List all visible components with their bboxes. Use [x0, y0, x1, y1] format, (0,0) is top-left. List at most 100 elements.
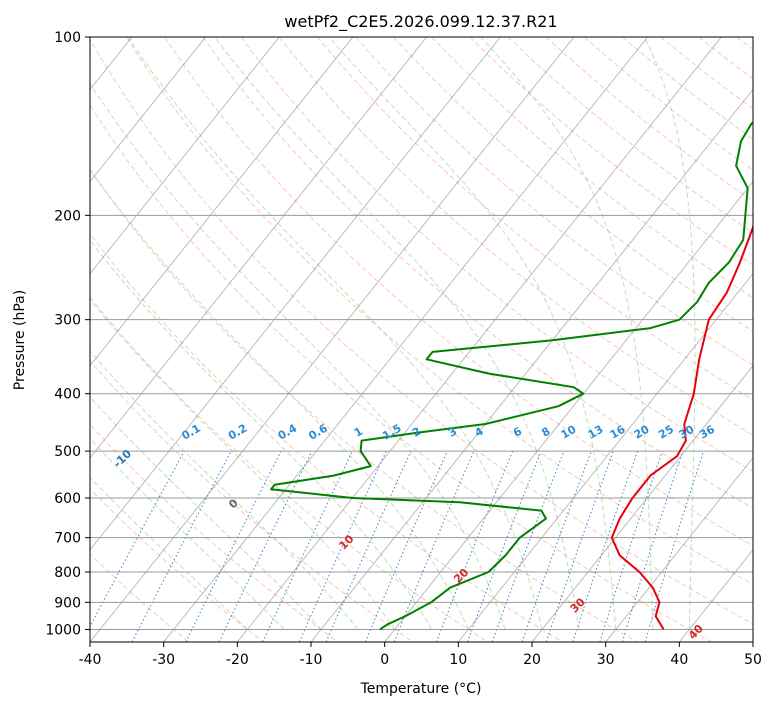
x-tick-label: 40 — [670, 652, 688, 668]
background-lines — [90, 37, 753, 642]
moist-adiabat-line — [480, 37, 653, 630]
mixing-ratio-line — [572, 450, 639, 642]
isopleth-labels: -100-90-80-70-60-50-40-30-20-10010203040… — [111, 421, 717, 642]
isotherm-line — [605, 457, 753, 642]
mixing-ratio-line — [644, 450, 705, 642]
mixing-ratio-line — [393, 450, 475, 642]
y-tick-label: 700 — [54, 531, 81, 547]
y-tick-label: 200 — [54, 208, 81, 224]
mixing-ratio-label: 8 — [539, 425, 552, 440]
moist-adiabat-line — [90, 239, 432, 630]
dry-adiabat-line — [583, 37, 753, 171]
dry-adiabat-line — [469, 37, 753, 266]
mixing-ratio-line — [364, 450, 448, 642]
dry-adiabat-label: 10 — [336, 532, 356, 552]
mixing-ratio-line — [621, 450, 684, 642]
dry-adiabat-line — [240, 37, 753, 472]
x-tick-label: 30 — [597, 652, 615, 668]
moist-adiabat-line — [90, 299, 396, 630]
moist-adiabat-line — [90, 476, 248, 630]
x-axis-title: Temperature (°C) — [360, 681, 482, 697]
dry-adiabat-label: 30 — [568, 595, 588, 615]
dry-adiabat-label: 20 — [451, 566, 471, 586]
moist-adiabat-line — [90, 396, 322, 630]
mixing-ratio-line — [521, 450, 592, 642]
y-tick-label: 900 — [54, 595, 81, 611]
dry-adiabat-line — [736, 37, 753, 51]
x-tick-label: -20 — [226, 652, 249, 668]
mixing-ratio-line — [545, 450, 614, 642]
isotherm-line — [90, 37, 501, 551]
dry-adiabat-line — [90, 296, 488, 642]
dry-adiabat-line — [90, 232, 563, 642]
moist-adiabat-line — [328, 37, 617, 630]
mixing-ratio-line — [599, 450, 663, 642]
mixing-ratio-label: 16 — [608, 423, 628, 442]
y-tick-label: 500 — [54, 444, 81, 460]
moist-adiabat-line — [90, 168, 469, 630]
isotherm-line — [90, 37, 354, 367]
moist-adiabat-line — [644, 37, 696, 630]
dry-adiabat-line — [393, 37, 753, 332]
dry-adiabat-line — [90, 38, 753, 625]
mixing-ratio-label: 0.2 — [226, 422, 249, 443]
mixing-ratio-line — [185, 450, 282, 642]
dry-adiabat-line — [431, 37, 753, 299]
mixing-ratio-line — [491, 450, 565, 642]
dry-adiabat-line — [202, 37, 753, 509]
mixing-ratio-label: 25 — [656, 423, 676, 442]
dry-adiabat-line — [90, 104, 712, 642]
mixing-ratio-label: 30 — [677, 423, 697, 442]
mixing-ratio-line — [467, 450, 542, 642]
y-tick-label: 1000 — [45, 622, 81, 638]
mixing-ratio-label: 13 — [586, 423, 606, 442]
isotherm-line — [0, 37, 58, 642]
mixing-ratio-line — [325, 450, 412, 642]
dry-adiabat-line — [90, 168, 638, 642]
isotherm-line — [310, 88, 753, 642]
isotherm-line — [679, 549, 753, 642]
x-tick-label: -30 — [152, 652, 175, 668]
mixing-ratio-label: 10 — [559, 423, 579, 442]
isotherm-line — [90, 37, 427, 459]
x-tick-label: 10 — [449, 652, 467, 668]
mixing-ratio-line — [218, 450, 313, 642]
temperature-line — [610, 222, 753, 630]
plot-frame — [89, 36, 754, 643]
mixing-ratio-line — [435, 450, 514, 642]
x-tick-label: -40 — [79, 652, 102, 668]
isotherm-line — [237, 37, 722, 642]
dry-adiabat-line — [507, 37, 753, 234]
moist-adiabat-line — [90, 82, 506, 630]
x-tick-label: 50 — [744, 652, 762, 668]
dry-adiabat-line — [355, 37, 753, 366]
mixing-ratio-label: 6 — [511, 424, 524, 439]
profile-lines — [270, 121, 753, 631]
gridlines — [0, 37, 753, 642]
dry-adiabat-line — [164, 37, 753, 547]
y-tick-label: 800 — [54, 565, 81, 581]
mixing-ratio-line — [90, 450, 185, 628]
y-tick-label: 400 — [54, 387, 81, 403]
isotherm-line — [163, 37, 648, 642]
x-tick-label: -10 — [300, 652, 323, 668]
dewpoint-line — [270, 121, 753, 631]
mixing-ratio-label: 20 — [632, 423, 652, 442]
moist-adiabat-line — [127, 37, 543, 630]
isotherm-line — [752, 641, 753, 642]
x-tick-label: 20 — [523, 652, 541, 668]
x-tick-label: 0 — [380, 652, 389, 668]
isotherm-line — [90, 37, 280, 275]
mixing-ratio-line — [131, 450, 232, 642]
mixing-ratio-label: 0.1 — [179, 422, 202, 443]
dry-adiabat-line — [545, 37, 753, 202]
dry-adiabat-line — [126, 37, 753, 586]
mixing-ratio-label: 1 — [352, 425, 365, 440]
y-tick-label: 100 — [54, 30, 81, 46]
dry-adiabat-line — [90, 423, 339, 642]
dry-adiabat-line — [317, 37, 753, 401]
mixing-ratio-label: 0.6 — [306, 422, 330, 443]
y-tick-label: 600 — [54, 491, 81, 507]
axis-ticks: -40 -30 -20 -10 0 10 20 30 40 5010020030040050060… — [45, 30, 762, 668]
dry-adiabat-label: 40 — [686, 622, 706, 642]
